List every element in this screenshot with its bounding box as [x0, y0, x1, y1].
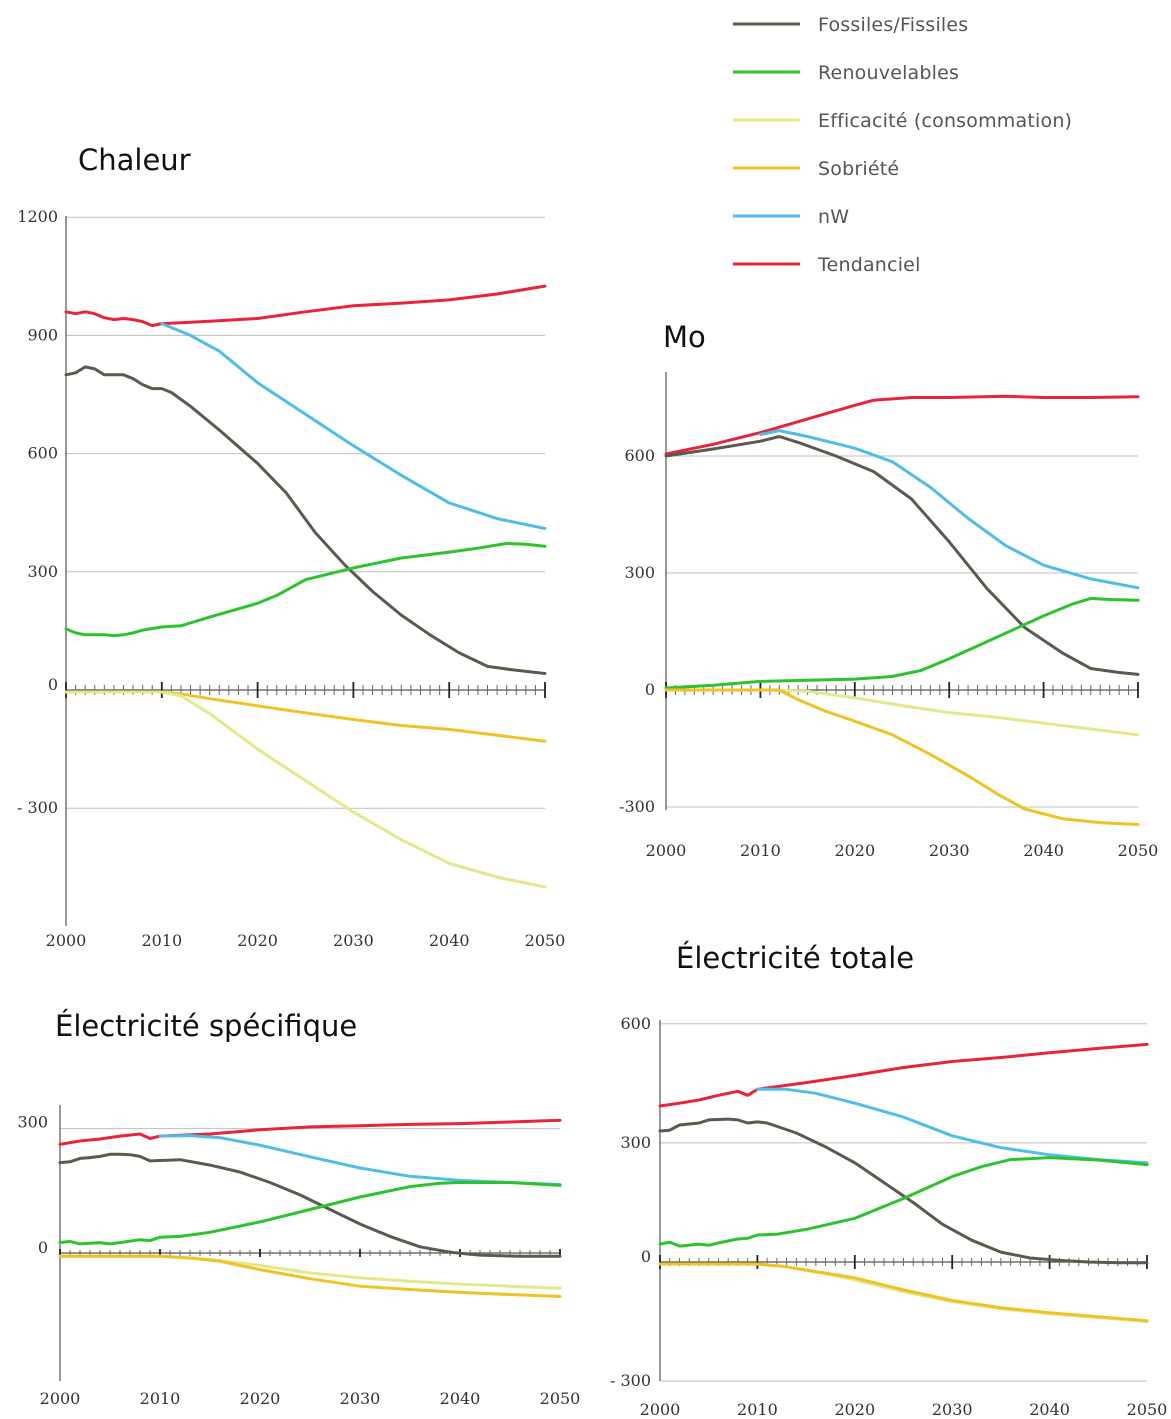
- x-tick-label: 2030: [333, 931, 374, 950]
- series-line-fossiles: [658, 1117, 1149, 1265]
- x-tick-label: 2030: [340, 1389, 381, 1408]
- chart-chaleur: Chaleur 1200 900 600 300 0 - 300 2000 2010 2020 20…: [17, 143, 565, 950]
- x-tick-label: 2040: [440, 1389, 481, 1408]
- y-tick-label: 900: [27, 325, 58, 344]
- series-line-fossiles: [664, 435, 1140, 676]
- legend-label-nw: nW: [818, 206, 849, 228]
- series-line-renouvelables: [664, 596, 1140, 690]
- legend-item-tendanciel: Tendanciel: [733, 254, 921, 276]
- x-tick-label: 2050: [1118, 841, 1159, 860]
- x-tick-label: 2010: [140, 1389, 181, 1408]
- legend-label-sobriete: Sobriété: [818, 158, 899, 180]
- legend-item-nw: nW: [733, 206, 849, 228]
- series-line-efficacite: [658, 1262, 1149, 1323]
- chart-title: Chaleur: [78, 143, 191, 177]
- series-line-efficacite: [64, 690, 547, 889]
- chart-mobilite: Mo 600 300 0 -300 2000 2010 2020 2030 2040 2050: [619, 320, 1158, 860]
- charts: Chaleur 1200 900 600 300 0 - 300 2000 2010 2020 20…: [17, 143, 1167, 1419]
- series-line-fossiles: [58, 1152, 562, 1258]
- series-line-nw: [758, 429, 1140, 590]
- y-tick-label: - 300: [17, 798, 58, 817]
- x-tick-label: 2050: [525, 931, 566, 950]
- series-line-efficacite: [58, 1254, 562, 1290]
- x-tick-label: 2010: [740, 841, 781, 860]
- y-tick-label: -300: [619, 797, 655, 816]
- chart-title: Mo: [663, 320, 706, 354]
- legend-item-fossiles: Fossiles/Fissiles: [733, 14, 968, 36]
- x-tick-label: 2050: [540, 1389, 581, 1408]
- x-tick-label: 2000: [46, 931, 87, 950]
- series-line-sobriete: [58, 1254, 562, 1298]
- y-tick-label: 0: [48, 675, 58, 694]
- y-tick-label: 300: [624, 563, 655, 582]
- chart-title: Électricité totale: [676, 941, 914, 975]
- x-tick-label: 2020: [237, 931, 278, 950]
- y-tick-label: 300: [27, 562, 58, 581]
- x-tick-label: 2000: [40, 1389, 81, 1408]
- chart-electricite-specifique: Électricité spécifique 300 0 2000 2010 2020 20…: [17, 1009, 580, 1408]
- x-tick-label: 2020: [240, 1389, 281, 1408]
- legend-label-fossiles: Fossiles/Fissiles: [818, 14, 968, 36]
- x-tick-label: 2020: [834, 1400, 875, 1419]
- series-line-sobriete: [664, 688, 1140, 826]
- legend-item-sobriete: Sobriété: [733, 158, 899, 180]
- series-line-fossiles: [64, 365, 547, 675]
- x-tick-label: 2000: [640, 1400, 681, 1419]
- series-line-nw: [158, 1134, 562, 1187]
- x-tick-label: 2010: [737, 1400, 778, 1419]
- y-tick-label: 0: [38, 1238, 48, 1257]
- legend-item-renouvelables: Renouvelables: [733, 62, 959, 84]
- y-tick-label: 0: [645, 680, 655, 699]
- x-tick-label: 2030: [929, 841, 970, 860]
- legend: Fossiles/Fissiles Renouvelables Efficacité…: [733, 14, 1072, 276]
- y-tick-label: - 300: [610, 1371, 651, 1390]
- y-tick-label: 600: [624, 446, 655, 465]
- legend-label-renouvelables: Renouvelables: [818, 62, 959, 84]
- x-tick-label: 2020: [834, 841, 875, 860]
- series-line-renouvelables: [58, 1181, 562, 1246]
- series-line-sobriete: [658, 1262, 1149, 1323]
- x-tick-label: 2050: [1127, 1400, 1168, 1419]
- series-line-tendanciel: [664, 394, 1140, 456]
- y-tick-label: 1200: [17, 207, 58, 226]
- series-line-tendanciel: [58, 1118, 562, 1146]
- legend-label-efficacite: Efficacité (consommation): [818, 110, 1072, 132]
- y-tick-label: 300: [17, 1113, 48, 1132]
- chart-title: Électricité spécifique: [55, 1009, 357, 1043]
- y-tick-label: 600: [27, 444, 58, 463]
- x-tick-label: 2040: [429, 931, 470, 950]
- series-line-tendanciel: [658, 1042, 1149, 1108]
- series-line-renouvelables: [658, 1156, 1149, 1248]
- y-tick-label: 600: [620, 1014, 651, 1033]
- x-tick-label: 2010: [141, 931, 182, 950]
- y-tick-label: 300: [620, 1133, 651, 1152]
- x-tick-label: 2040: [1029, 1400, 1070, 1419]
- series-line-nw: [755, 1087, 1149, 1165]
- x-tick-label: 2030: [932, 1400, 973, 1419]
- series-line-renouvelables: [64, 541, 547, 638]
- x-tick-label: 2000: [646, 841, 687, 860]
- series-line-sobriete: [64, 690, 547, 743]
- chart-electricite-totale: Électricité totale 600 300 0 - 300 2000 2010 20…: [610, 941, 1167, 1419]
- series-line-tendanciel: [64, 284, 547, 328]
- series-line-efficacite: [664, 688, 1140, 737]
- legend-label-tendanciel: Tendanciel: [817, 254, 921, 276]
- y-tick-label: 0: [641, 1247, 651, 1266]
- x-tick-label: 2040: [1023, 841, 1064, 860]
- series-line-nw: [160, 322, 547, 530]
- legend-item-efficacite: Efficacité (consommation): [733, 110, 1072, 132]
